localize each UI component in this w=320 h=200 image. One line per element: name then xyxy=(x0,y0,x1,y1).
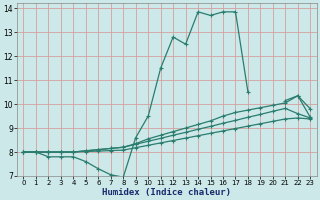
X-axis label: Humidex (Indice chaleur): Humidex (Indice chaleur) xyxy=(102,188,231,197)
